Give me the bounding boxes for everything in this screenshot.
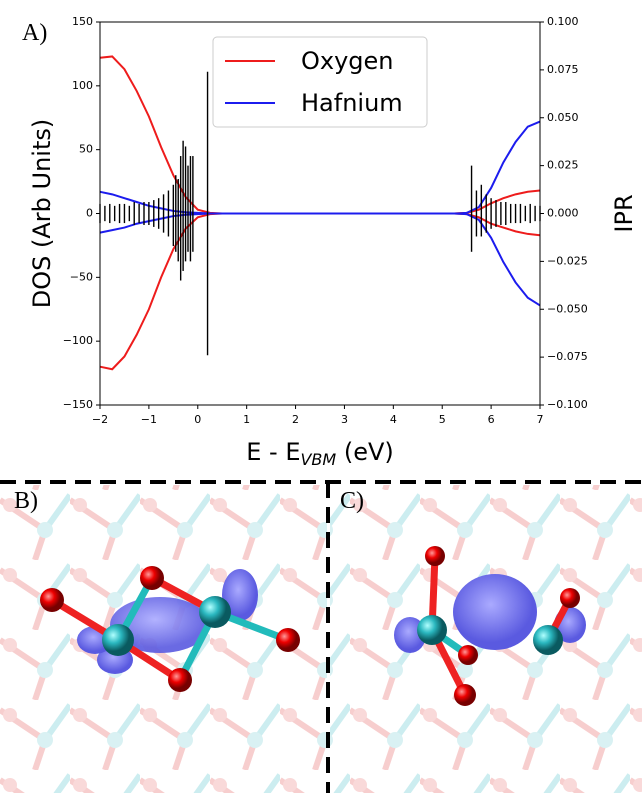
y-tick-label: 50 <box>79 143 93 156</box>
x-label-unit: (eV) <box>336 438 394 466</box>
o-atom <box>560 588 580 608</box>
y2-tick-label: −0.100 <box>547 398 588 411</box>
x-label-sub: VBM <box>300 450 336 469</box>
y2-tick-label: −0.050 <box>547 302 588 315</box>
y2-tick-label: −0.025 <box>547 254 588 267</box>
x-tick-label: 1 <box>243 413 250 426</box>
y-tick-label: 100 <box>72 79 93 92</box>
x-tick-label: 3 <box>341 413 348 426</box>
y2-tick-label: 0.000 <box>547 207 579 220</box>
panel-b <box>0 485 327 793</box>
x-tick-label: 2 <box>292 413 299 426</box>
chart: −2 −1 0 1 2 3 4 5 6 7 −150 −100 −50 0 50 100 150 −0.100 −0… <box>28 15 638 469</box>
x-tick-label: 5 <box>439 413 446 426</box>
legend-label: Oxygen <box>301 47 394 75</box>
y-tick-label: −100 <box>63 334 93 347</box>
y2-tick-label: −0.075 <box>547 350 588 363</box>
y-axis-label: DOS (Arb Units) <box>28 119 56 308</box>
y-tick-label: 0 <box>86 207 93 220</box>
panel-c <box>330 485 642 793</box>
y2-tick-label: 0.025 <box>547 159 579 172</box>
o-atom <box>140 566 164 590</box>
figure: A) −2 −1 0 1 2 3 4 5 6 7 −150 −100 −50 0 50 100 150 −0.10… <box>0 0 642 793</box>
orbital <box>453 574 537 650</box>
o-atom <box>276 628 300 652</box>
series-line <box>100 214 540 370</box>
panel-label: B) <box>14 488 38 514</box>
o-atom <box>168 668 192 692</box>
legend-label: Hafnium <box>301 89 403 117</box>
hf-atom <box>417 615 447 645</box>
x-tick-label: 7 <box>537 413 544 426</box>
hf-atom <box>102 624 134 656</box>
x-tick-label: −1 <box>141 413 157 426</box>
series-line <box>100 214 540 306</box>
hf-atom <box>199 596 231 628</box>
x-tick-label: −2 <box>92 413 108 426</box>
y2-tick-label: 0.050 <box>547 111 579 124</box>
y2-axis-label: IPR <box>610 194 638 232</box>
y2-tick-label: 0.100 <box>547 15 579 28</box>
x-tick-label: 4 <box>390 413 397 426</box>
series-line <box>100 122 540 214</box>
y-tick-label: 150 <box>72 15 93 28</box>
hf-atom <box>533 625 563 655</box>
x-tick-label: 6 <box>488 413 495 426</box>
y-tick-label: −150 <box>63 398 93 411</box>
panel-label: C) <box>340 488 364 514</box>
o-atom <box>454 684 476 706</box>
x-tick-label: 0 <box>194 413 201 426</box>
x-axis-label: E - EVBM (eV) <box>246 438 394 469</box>
y-tick-label: −50 <box>70 270 93 283</box>
o-atom <box>40 588 64 612</box>
y2-tick-label: 0.075 <box>547 63 579 76</box>
o-atom <box>425 546 445 566</box>
x-label-text: E - E <box>246 438 300 466</box>
o-atom <box>458 645 478 665</box>
panel-label: A) <box>22 20 47 46</box>
